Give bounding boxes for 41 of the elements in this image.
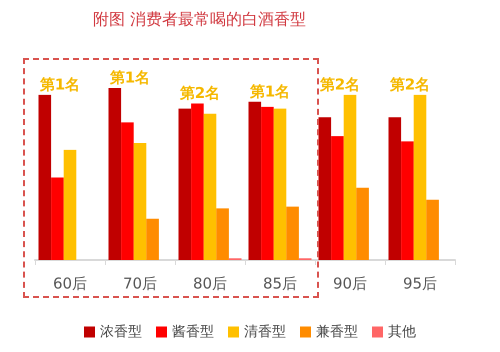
x-tick-label: 90后 <box>332 274 368 292</box>
x-tick-label: 85后 <box>262 274 298 292</box>
bar <box>344 94 356 260</box>
x-tick-label: 80后 <box>192 274 228 292</box>
bar <box>274 108 286 260</box>
legend-label: 酱香型 <box>172 324 214 340</box>
bar <box>414 94 426 260</box>
text: 第1名 <box>108 68 150 86</box>
bar <box>356 188 369 260</box>
bar <box>38 94 52 260</box>
bar <box>64 150 76 260</box>
bar <box>261 106 274 260</box>
bar <box>216 208 229 260</box>
bar <box>178 108 192 260</box>
legend-label: 浓香型 <box>100 324 142 340</box>
bar <box>331 136 344 260</box>
legend-label: 其他 <box>388 324 416 340</box>
annotation: 第2名 <box>178 84 220 102</box>
bar <box>51 177 64 260</box>
x-tick-label: 95后 <box>402 274 438 292</box>
bar <box>134 143 146 260</box>
legend-label: 清香型 <box>244 324 286 340</box>
chart-title: 附图 消费者最常喝的白酒香型 <box>93 10 306 28</box>
bar <box>388 117 402 260</box>
annotation: 第2名 <box>388 75 430 94</box>
annotation: 第1名 <box>248 82 290 100</box>
legend-label: 兼香型 <box>316 324 358 340</box>
x-tick-label: 70后 <box>122 274 158 292</box>
x-tick-label: 60后 <box>52 274 88 292</box>
bar <box>121 122 134 260</box>
annotation: 第1名 <box>38 75 80 94</box>
bar <box>318 117 332 260</box>
bar <box>191 103 204 260</box>
bar <box>248 102 262 260</box>
bar <box>286 206 299 260</box>
bar <box>146 218 159 260</box>
bar <box>401 141 414 260</box>
bar <box>426 200 439 260</box>
bar <box>108 88 122 260</box>
annotation: 第2名 <box>318 75 360 94</box>
bar <box>204 114 216 260</box>
